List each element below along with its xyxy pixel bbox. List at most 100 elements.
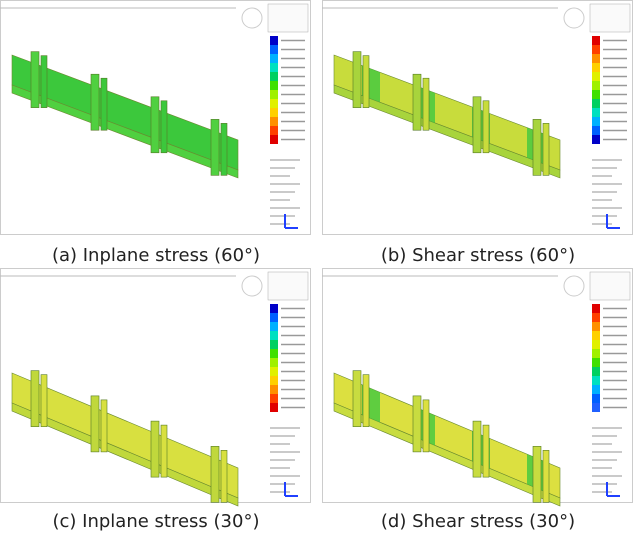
- legend-swatch: [270, 36, 278, 45]
- legend-swatch: [592, 54, 600, 63]
- panel: [0, 268, 311, 507]
- legend-swatch: [592, 63, 600, 72]
- support: [352, 51, 362, 108]
- legend-swatch: [592, 340, 600, 349]
- support: [90, 395, 100, 453]
- support: [472, 96, 482, 154]
- legend-swatch: [270, 90, 278, 99]
- support: [220, 450, 228, 503]
- logo: [563, 275, 585, 297]
- caption: (b) Shear stress (60°): [381, 245, 575, 266]
- legend-swatch: [592, 331, 600, 340]
- legend-swatch: [270, 349, 278, 358]
- legend-swatch: [270, 403, 278, 412]
- support: [210, 446, 220, 503]
- support: [352, 370, 362, 427]
- legend-swatch: [270, 99, 278, 108]
- legend-swatch: [270, 331, 278, 340]
- legend-swatch: [270, 313, 278, 322]
- legend-swatch: [270, 376, 278, 385]
- panel: [0, 0, 311, 235]
- legend-swatch: [592, 90, 600, 99]
- support: [532, 119, 542, 176]
- support: [412, 73, 422, 131]
- support: [362, 374, 370, 427]
- support: [482, 100, 490, 154]
- support: [422, 399, 430, 453]
- legend-swatch: [270, 108, 278, 117]
- legend-swatch: [270, 394, 278, 403]
- legend-swatch: [270, 54, 278, 63]
- legend-swatch: [592, 99, 600, 108]
- support: [30, 370, 40, 427]
- legend-swatch: [592, 108, 600, 117]
- legend-swatch: [592, 117, 600, 126]
- legend-swatch: [592, 394, 600, 403]
- support: [160, 100, 168, 154]
- legend-swatch: [592, 367, 600, 376]
- legend-swatch: [592, 376, 600, 385]
- support: [472, 420, 482, 478]
- legend-swatch: [592, 126, 600, 135]
- support: [532, 446, 542, 503]
- legend-swatch: [270, 63, 278, 72]
- support: [40, 374, 48, 427]
- axis-icon: [284, 482, 298, 497]
- panel: [322, 0, 633, 235]
- legend-swatch: [592, 349, 600, 358]
- legend-swatch: [592, 304, 600, 313]
- support: [422, 77, 430, 131]
- caption: (d) Shear stress (30°): [381, 511, 575, 532]
- axis-icon: [606, 214, 620, 229]
- logo: [241, 275, 263, 297]
- header-box: [267, 3, 309, 33]
- legend-swatch: [270, 45, 278, 54]
- axis-icon: [606, 482, 620, 497]
- caption: (a) Inplane stress (60°): [52, 245, 260, 266]
- legend-swatch: [592, 135, 600, 144]
- support: [100, 399, 108, 453]
- support: [220, 123, 228, 176]
- legend-swatch: [270, 304, 278, 313]
- support: [160, 424, 168, 478]
- legend-swatch: [270, 72, 278, 81]
- legend-swatch: [592, 358, 600, 367]
- legend-swatch: [592, 81, 600, 90]
- header-box: [589, 271, 631, 301]
- legend-swatch: [270, 385, 278, 394]
- support: [40, 55, 48, 108]
- support: [100, 77, 108, 131]
- support: [150, 96, 160, 154]
- legend-swatch: [270, 81, 278, 90]
- support: [90, 73, 100, 131]
- legend-swatch: [592, 403, 600, 412]
- caption: (c) Inplane stress (30°): [53, 511, 260, 532]
- support: [542, 123, 550, 176]
- support: [412, 395, 422, 453]
- axis-icon: [284, 214, 298, 229]
- legend-swatch: [270, 117, 278, 126]
- logo: [563, 7, 585, 29]
- support: [150, 420, 160, 478]
- legend-swatch: [270, 340, 278, 349]
- header-box: [267, 271, 309, 301]
- panels: [0, 0, 633, 507]
- legend-swatch: [270, 322, 278, 331]
- legend-swatch: [270, 367, 278, 376]
- panel: [322, 268, 633, 507]
- support: [362, 55, 370, 108]
- header-box: [589, 3, 631, 33]
- legend-swatch: [270, 358, 278, 367]
- support: [542, 450, 550, 503]
- support: [482, 424, 490, 478]
- support: [210, 119, 220, 176]
- legend-swatch: [592, 322, 600, 331]
- logo: [241, 7, 263, 29]
- legend-swatch: [592, 36, 600, 45]
- legend-swatch: [592, 45, 600, 54]
- support: [30, 51, 40, 108]
- legend-swatch: [270, 126, 278, 135]
- legend-swatch: [270, 135, 278, 144]
